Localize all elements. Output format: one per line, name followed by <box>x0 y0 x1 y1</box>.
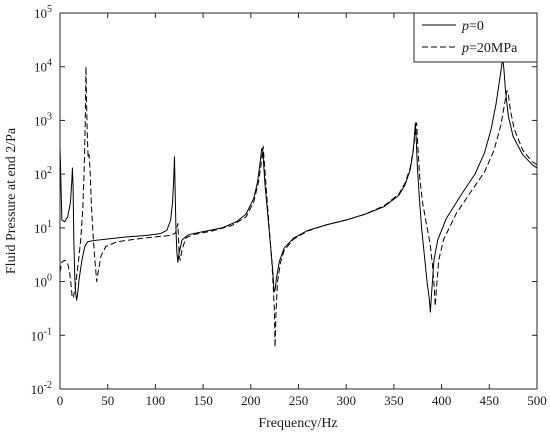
x-tick-label: 450 <box>480 393 500 408</box>
x-tick-label: 200 <box>241 393 261 408</box>
x-tick-label: 400 <box>432 393 452 408</box>
y-tick-label-base: 10 <box>31 328 44 343</box>
y-tick-label-base: 10 <box>34 221 47 236</box>
x-axis-label: Frequency/Hz <box>258 416 337 431</box>
legend-entry-1-var: p <box>461 19 469 34</box>
y-tick-label: 10-2 <box>31 380 52 397</box>
series-layer <box>60 58 537 348</box>
y-tick-label: 104 <box>34 58 52 75</box>
series-line-2 <box>60 66 537 348</box>
y-tick-label-exp: -2 <box>44 380 52 391</box>
y-tick-label-exp: 4 <box>47 58 52 69</box>
x-tick-label: 250 <box>289 393 309 408</box>
x-tick-label: 500 <box>527 393 547 408</box>
y-tick-label-exp: 1 <box>47 219 52 230</box>
y-tick-label: 100 <box>34 273 52 290</box>
legend-entry-2-var: p <box>461 41 469 56</box>
x-tick-label: 150 <box>193 393 213 408</box>
y-tick-label-base: 10 <box>34 275 47 290</box>
x-tick-label: 0 <box>57 393 64 408</box>
y-tick-label-base: 10 <box>31 382 44 397</box>
x-tick-label: 350 <box>384 393 404 408</box>
y-tick-label-exp: 3 <box>47 111 52 122</box>
legend: p=0 p=20MPa <box>413 12 538 63</box>
y-tick-label-exp: 0 <box>47 273 52 284</box>
y-tick-label: 105 <box>34 4 52 21</box>
y-axis-label: Fluid Pressure at end 2/Pa <box>4 127 19 274</box>
axis-tick-labels: 0 50 100 150 200 250 300 350 400 450 50010-210-110… <box>31 4 547 408</box>
y-tick-label-base: 10 <box>34 6 47 21</box>
x-tick-label: 100 <box>146 393 166 408</box>
legend-entry-2-rest: =20MPa <box>469 41 518 56</box>
x-tick-label: 50 <box>101 393 114 408</box>
y-tick-label: 101 <box>34 219 52 236</box>
y-tick-label-base: 10 <box>34 113 47 128</box>
y-tick-label-exp: 5 <box>47 4 52 15</box>
y-tick-label-exp: 2 <box>47 165 52 176</box>
legend-entry-1: p=0 <box>461 19 484 34</box>
legend-entry-2: p=20MPa <box>461 41 518 56</box>
y-tick-label-base: 10 <box>34 60 47 75</box>
y-tick-label-exp: -1 <box>44 326 52 337</box>
legend-entry-1-rest: =0 <box>469 19 484 34</box>
y-tick-label-base: 10 <box>34 167 47 182</box>
y-tick-label: 102 <box>34 165 52 182</box>
y-tick-label: 10-1 <box>31 326 52 343</box>
y-tick-label: 103 <box>34 111 52 128</box>
plot-area <box>59 12 538 390</box>
legend-box <box>413 12 538 63</box>
x-tick-label: 300 <box>336 393 356 408</box>
